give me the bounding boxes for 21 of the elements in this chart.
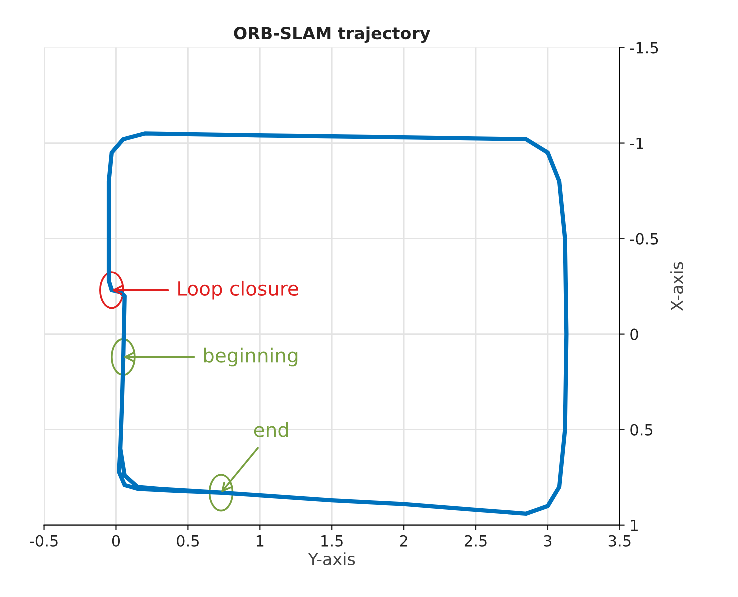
x-tick-label: 3.5 xyxy=(608,535,631,547)
x-axis-title: Y-axis xyxy=(308,552,356,566)
x-tick-label: -0.5 xyxy=(30,535,58,547)
x-tick-label: 1 xyxy=(256,536,264,547)
x-tick-label: 0.5 xyxy=(177,535,200,547)
y-axis-title: X-axis xyxy=(670,262,684,312)
annotation: Loop closure xyxy=(178,280,298,300)
x-tick-label: 2 xyxy=(400,535,408,547)
x-tick-label: 2.5 xyxy=(464,535,487,547)
x-tick-label: 1.5 xyxy=(322,536,343,547)
annotation: beginning xyxy=(204,348,298,367)
chart-title: ORB-SLAM trajectory xyxy=(234,26,430,44)
y-tick-label: -0.5 xyxy=(630,233,658,245)
x-tick-label: 0 xyxy=(112,535,120,547)
y-tick-label: 0.5 xyxy=(630,424,653,436)
annotation: end xyxy=(254,422,288,438)
y-tick-label: -1.5 xyxy=(630,42,658,54)
y-tick-label: 0 xyxy=(630,328,638,340)
y-tick-label: 1 xyxy=(631,520,638,532)
x-tick-label: 3 xyxy=(544,535,552,547)
y-tick-label: -1 xyxy=(630,138,644,150)
